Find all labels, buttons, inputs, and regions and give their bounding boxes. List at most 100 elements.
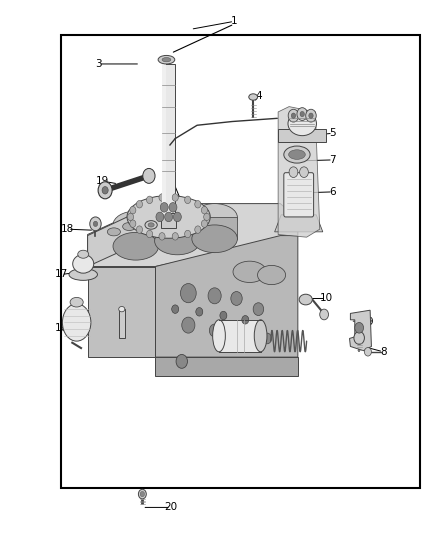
Text: 13: 13	[166, 366, 180, 375]
Circle shape	[136, 200, 142, 208]
Polygon shape	[275, 215, 323, 232]
FancyBboxPatch shape	[284, 173, 314, 217]
Circle shape	[201, 220, 208, 228]
Circle shape	[160, 203, 168, 212]
Bar	[192, 217, 237, 239]
Circle shape	[263, 333, 272, 344]
Circle shape	[102, 187, 108, 194]
Ellipse shape	[119, 306, 125, 312]
Circle shape	[209, 324, 220, 337]
Ellipse shape	[192, 204, 237, 231]
Bar	[278, 129, 326, 142]
Text: 20: 20	[164, 503, 177, 512]
Circle shape	[201, 206, 208, 214]
Circle shape	[291, 113, 296, 118]
Circle shape	[182, 317, 195, 333]
Circle shape	[130, 220, 136, 228]
Circle shape	[176, 354, 187, 368]
Ellipse shape	[258, 265, 286, 285]
Circle shape	[136, 226, 142, 233]
Bar	[162, 64, 175, 214]
Bar	[162, 64, 166, 214]
Text: 1: 1	[231, 17, 238, 26]
Bar	[155, 220, 200, 241]
Circle shape	[127, 213, 134, 221]
Bar	[119, 309, 125, 338]
Ellipse shape	[113, 211, 159, 239]
Circle shape	[184, 230, 191, 238]
Circle shape	[159, 232, 165, 240]
Ellipse shape	[70, 297, 83, 307]
Ellipse shape	[192, 225, 237, 253]
Text: 17: 17	[55, 270, 68, 279]
Circle shape	[90, 217, 101, 231]
Polygon shape	[350, 310, 371, 351]
Ellipse shape	[138, 489, 146, 499]
Circle shape	[173, 212, 181, 222]
Text: 18: 18	[61, 224, 74, 234]
Circle shape	[320, 309, 328, 320]
Circle shape	[300, 167, 308, 177]
Polygon shape	[278, 107, 320, 237]
Text: 11: 11	[226, 344, 239, 354]
Ellipse shape	[158, 55, 175, 64]
Circle shape	[289, 167, 298, 177]
Circle shape	[204, 213, 210, 221]
Circle shape	[146, 196, 152, 204]
Circle shape	[253, 303, 264, 316]
Text: 4: 4	[255, 91, 262, 101]
Ellipse shape	[145, 221, 157, 229]
Polygon shape	[88, 204, 298, 266]
Ellipse shape	[73, 255, 94, 273]
Text: 19: 19	[96, 176, 110, 186]
Circle shape	[297, 108, 307, 120]
Circle shape	[172, 194, 178, 201]
Circle shape	[220, 311, 227, 320]
Circle shape	[208, 288, 221, 304]
Ellipse shape	[289, 150, 305, 159]
Bar	[161, 213, 176, 228]
Circle shape	[242, 316, 249, 324]
Ellipse shape	[233, 261, 266, 282]
Text: 15: 15	[125, 219, 138, 229]
Text: 16: 16	[55, 323, 68, 333]
Circle shape	[130, 206, 136, 214]
Circle shape	[231, 292, 242, 305]
Text: 6: 6	[329, 187, 336, 197]
Ellipse shape	[138, 219, 151, 227]
Ellipse shape	[148, 223, 154, 227]
Ellipse shape	[113, 232, 159, 260]
Text: 8: 8	[380, 347, 387, 357]
Circle shape	[146, 230, 152, 238]
Text: 7: 7	[329, 155, 336, 165]
Ellipse shape	[140, 491, 145, 497]
Circle shape	[300, 111, 304, 117]
Ellipse shape	[62, 304, 91, 341]
Polygon shape	[155, 236, 298, 357]
Circle shape	[195, 226, 201, 233]
Circle shape	[364, 348, 371, 356]
Circle shape	[165, 212, 173, 222]
Circle shape	[355, 322, 364, 333]
Text: 5: 5	[329, 128, 336, 138]
Ellipse shape	[213, 320, 225, 352]
Circle shape	[169, 203, 177, 212]
Circle shape	[98, 182, 112, 199]
Bar	[113, 225, 159, 246]
Circle shape	[172, 232, 178, 240]
Text: 14: 14	[99, 328, 112, 338]
Circle shape	[195, 200, 201, 208]
Circle shape	[237, 328, 245, 338]
Circle shape	[354, 332, 364, 344]
Polygon shape	[155, 357, 298, 376]
Bar	[219, 320, 261, 352]
Text: 12: 12	[256, 352, 269, 362]
Circle shape	[309, 113, 313, 118]
Ellipse shape	[254, 320, 267, 352]
Ellipse shape	[155, 206, 200, 233]
Circle shape	[196, 308, 203, 316]
Circle shape	[156, 212, 164, 222]
Ellipse shape	[127, 196, 210, 238]
Text: 9: 9	[367, 318, 374, 327]
Ellipse shape	[123, 223, 136, 231]
